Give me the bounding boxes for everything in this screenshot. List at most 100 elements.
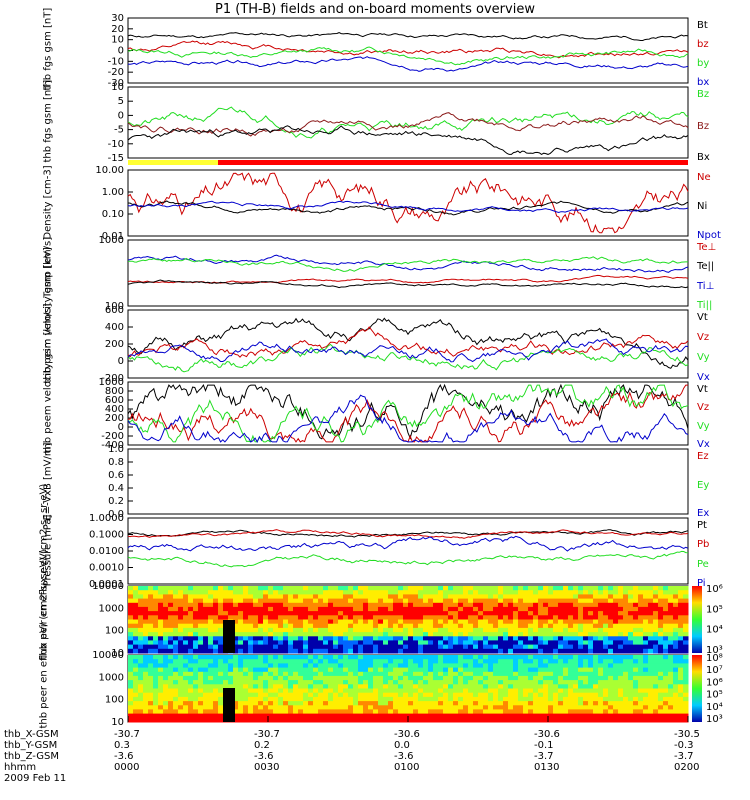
ion-spectrogram-cell [438, 632, 444, 637]
legend-entry: Ne [697, 172, 711, 183]
ion-spectrogram-cell [543, 632, 549, 637]
electron-spectrogram-cell [683, 688, 689, 694]
electron-spectrogram-cell [388, 701, 394, 706]
electron-spectrogram-cell [423, 692, 429, 698]
electron-spectrogram-cell [488, 709, 494, 715]
electron-spectrogram-cell [303, 717, 309, 723]
electron-spectrogram-cell [313, 684, 319, 689]
ion-spectrogram-cell [638, 632, 644, 637]
electron-spectrogram-cell [628, 680, 634, 685]
electron-spectrogram-cell [443, 701, 449, 706]
panel-frame [127, 517, 689, 585]
ion-spectrogram-cell [608, 648, 614, 654]
electron-spectrogram-cell [568, 705, 574, 710]
electron-spectrogram-cell [198, 688, 204, 694]
electron-spectrogram-cell [218, 701, 224, 706]
ion-spectrogram-cell [218, 586, 224, 591]
electron-spectrogram-cell [648, 667, 654, 673]
electron-spectrogram-cell [448, 692, 454, 698]
electron-spectrogram-cell [198, 671, 204, 677]
electron-spectrogram-cell [628, 663, 634, 669]
electron-spectrogram-cell [448, 696, 454, 702]
ion-spectrogram-cell [458, 644, 464, 650]
electron-spectrogram-cell [208, 713, 214, 719]
electron-spectrogram-cell [228, 684, 234, 689]
electron-spectrogram-cell [203, 675, 209, 681]
ion-spectrogram-cell [398, 586, 404, 591]
electron-spectrogram-cell [243, 701, 249, 706]
legend-entry: Vz [697, 402, 710, 414]
ion-spectrogram-cell [623, 648, 629, 654]
electron-spectrogram-cell [353, 667, 359, 673]
ion-spectrogram-cell [308, 619, 314, 625]
electron-spectrogram-cell [658, 709, 664, 715]
electron-spectrogram-cell [263, 705, 269, 710]
electron-spectrogram-cell [303, 667, 309, 673]
electron-spectrogram-cell [643, 692, 649, 698]
trace-Bz-darkred [127, 112, 689, 137]
y-tick-label: 0.4 [108, 483, 124, 494]
ion-spectrogram-cell [208, 627, 214, 633]
electron-spectrogram-cell [663, 671, 669, 677]
ion-spectrogram-cell [263, 615, 269, 620]
electron-spectrogram-cell [413, 675, 419, 681]
ion-spectrogram-cell [163, 611, 169, 616]
electron-spectrogram-cell [588, 701, 594, 706]
ion-spectrogram-cell [648, 594, 654, 600]
ion-spectrogram-cell [218, 619, 224, 625]
electron-spectrogram-cell [648, 709, 654, 715]
ion-spectrogram-cell [558, 648, 564, 654]
trace-Bt [127, 32, 689, 41]
ion-spectrogram-cell [663, 644, 669, 650]
electron-spectrogram-cell [378, 671, 384, 677]
electron-spectrogram-cell [543, 671, 549, 677]
electron-spectrogram-cell [643, 684, 649, 689]
electron-spectrogram-cell [353, 684, 359, 689]
electron-spectrogram-cell [418, 667, 424, 673]
ion-spectrogram-cell [503, 632, 509, 637]
ion-spectrogram-cell [308, 648, 314, 654]
ion-spectrogram-cell [338, 611, 344, 616]
electron-spectrogram-cell [668, 709, 674, 715]
electron-spectrogram-cell [283, 696, 289, 702]
ion-spectrogram-cell [243, 636, 249, 641]
electron-spectrogram-cell [433, 688, 439, 694]
electron-spectrogram-cell [388, 655, 394, 660]
electron-spectrogram-cell [143, 688, 149, 694]
ion-spectrogram-cell [468, 598, 474, 604]
ion-spectrogram-cell [338, 606, 344, 612]
ion-spectrogram-cell [453, 590, 459, 595]
electron-spectrogram-cell [528, 684, 534, 689]
ion-spectrogram-cell [363, 640, 369, 646]
ion-spectrogram-cell [158, 590, 164, 595]
electron-spectrogram-cell [583, 688, 589, 694]
ion-spectrogram-cell [418, 594, 424, 600]
ion-spectrogram-cell [648, 606, 654, 612]
ion-spectrogram-cell [178, 598, 184, 604]
electron-spectrogram-cell [258, 684, 264, 689]
electron-spectrogram-cell [508, 684, 514, 689]
y-axis-label: thb peer en eflux eV/ (cm2-s- sr-eV) [38, 548, 50, 728]
electron-spectrogram-cell [533, 705, 539, 710]
ion-spectrogram-cell [583, 619, 589, 625]
electron-spectrogram-cell [588, 705, 594, 710]
electron-spectrogram-cell [608, 684, 614, 689]
ion-spectrogram-cell [333, 594, 339, 600]
colorbar-label: 10⁵ [706, 690, 723, 701]
electron-spectrogram-cell [298, 717, 304, 723]
trace-Vt-i [127, 317, 689, 369]
ion-spectrogram-cell [658, 640, 664, 646]
electron-spectrogram-cell [283, 713, 289, 719]
ion-spectrogram-cell [418, 590, 424, 595]
electron-spectrogram-cell [268, 717, 274, 723]
ion-spectrogram-cell [383, 632, 389, 637]
electron-spectrogram-cell [193, 717, 199, 723]
electron-spectrogram-cell [178, 709, 184, 715]
electron-spectrogram-cell [273, 663, 279, 669]
electron-spectrogram-cell [143, 663, 149, 669]
electron-spectrogram-cell [128, 684, 134, 689]
electron-spectrogram-cell [193, 696, 199, 702]
ion-spectrogram-cell [213, 611, 219, 616]
electron-spectrogram-cell [333, 692, 339, 698]
electron-spectrogram-cell [603, 713, 609, 719]
